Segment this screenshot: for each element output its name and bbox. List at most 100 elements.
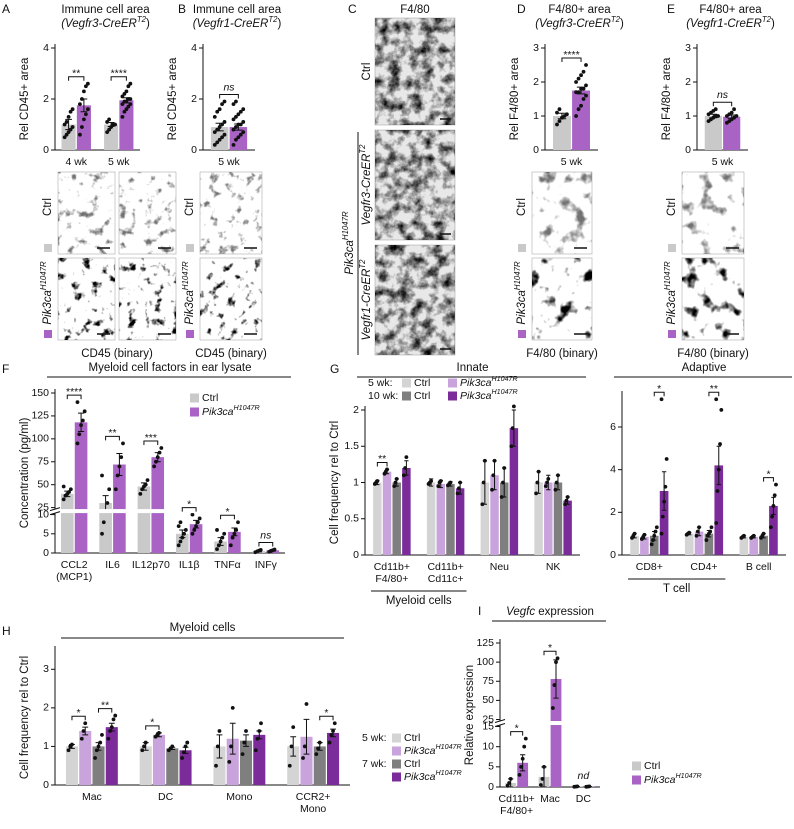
data-point: [751, 533, 756, 538]
data-point: [64, 132, 69, 137]
data-point: [714, 397, 719, 402]
data-point: [115, 473, 120, 478]
bar: [226, 738, 239, 785]
image-caption: CD45 (binary): [81, 348, 153, 360]
data-point: [66, 748, 71, 753]
text-line: CCR2+: [296, 791, 331, 803]
data-point: [157, 450, 162, 455]
data-point: [719, 408, 724, 412]
panel-letter: I: [478, 604, 481, 618]
data-point: [538, 783, 543, 787]
data-point: [576, 76, 581, 81]
data-point: [100, 473, 104, 478]
data-point: [68, 127, 73, 132]
data-point: [75, 441, 80, 446]
data-point: [535, 480, 540, 485]
data-point: [662, 499, 666, 504]
chart-title: Immune cell area: [61, 4, 150, 16]
data-point: [178, 520, 183, 525]
bar: [166, 748, 179, 785]
significance-bracket: [181, 507, 197, 512]
data-point: [772, 493, 777, 498]
bar: [382, 471, 392, 555]
x-tick-label: 5 wk: [108, 156, 130, 168]
data-point: [215, 744, 220, 749]
data-point: [82, 409, 87, 414]
data-point: [154, 459, 158, 464]
significance-bracket: [763, 477, 774, 482]
data-point: [652, 533, 657, 538]
data-point: [61, 484, 66, 489]
y-axis-label: Rel F4/80+ area: [509, 57, 521, 140]
data-point: [448, 480, 453, 485]
data-point: [543, 484, 548, 489]
bar: [640, 536, 649, 555]
bar: [480, 482, 490, 555]
micrograph: [532, 172, 592, 254]
data-point: [83, 84, 88, 89]
text-part: T2: [268, 15, 278, 24]
bar: [313, 746, 326, 785]
data-point: [80, 125, 84, 129]
data-point: [79, 423, 83, 427]
y-tick-label: 1: [533, 110, 539, 122]
data-point: [581, 97, 586, 101]
data-point: [67, 490, 71, 494]
y-tick-label: 5: [488, 761, 494, 773]
data-point: [511, 404, 516, 409]
text-part: Pik3ca: [344, 240, 356, 275]
y-tick-label: 0: [610, 549, 616, 561]
data-point: [120, 114, 125, 119]
x-tick-label: Cd11b+ Cd11c+: [427, 561, 463, 585]
significance-label: *: [187, 498, 191, 510]
data-point: [93, 756, 97, 760]
y-tick-label: 125: [31, 410, 49, 422]
data-point: [157, 731, 161, 735]
micrograph: [119, 258, 176, 340]
data-point: [734, 114, 739, 118]
image-row-label: Ctrl: [361, 63, 373, 81]
significance-bracket: [105, 435, 120, 441]
legend-label: Pik3caH1047R: [644, 772, 702, 786]
text-part: H1047R: [513, 261, 522, 290]
data-point: [194, 524, 198, 529]
data-point: [228, 543, 233, 548]
bar: [79, 731, 92, 785]
data-point: [70, 742, 74, 747]
data-point: [393, 480, 398, 485]
image-caption: CD45 (binary): [195, 348, 267, 360]
chart-title: F4/80+ area: [699, 4, 762, 16]
text-part: H1047R: [436, 743, 462, 751]
data-point: [574, 114, 578, 118]
data-point: [517, 773, 522, 777]
data-point: [394, 476, 399, 481]
significance-bracket: [220, 514, 235, 520]
data-point: [220, 122, 224, 127]
legend-swatch: [402, 391, 411, 401]
bar: [426, 482, 436, 555]
data-point: [79, 736, 84, 741]
data-point: [82, 117, 86, 122]
data-point: [66, 130, 71, 135]
data-point: [534, 491, 538, 496]
data-point: [331, 729, 335, 733]
x-tick-label: 5 wk: [561, 156, 583, 168]
data-point: [105, 120, 110, 124]
significance-label: ****: [66, 386, 82, 398]
data-point: [231, 117, 236, 122]
x-tick-label: 5 wk: [218, 156, 240, 168]
x-tick-label: Cd11b+ F4/80+: [374, 561, 410, 585]
data-point: [287, 763, 292, 768]
micrograph: [375, 130, 455, 240]
legend-label: Pik3caH1047R: [460, 388, 518, 402]
data-point: [742, 533, 746, 538]
data-point: [140, 487, 145, 492]
data-point: [687, 530, 692, 535]
significance-bracket: [510, 731, 524, 736]
data-point: [234, 114, 238, 119]
legend-label: Pik3caH1047R: [404, 769, 462, 783]
data-point: [584, 63, 588, 67]
data-point: [554, 480, 559, 485]
data-point: [83, 112, 88, 117]
